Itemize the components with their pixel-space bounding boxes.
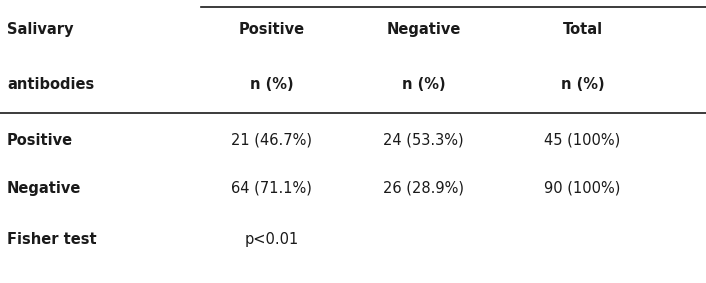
Text: antibodies: antibodies [7,77,95,93]
Text: n (%): n (%) [402,77,445,93]
Text: Positive: Positive [7,132,73,148]
Text: 45 (100%): 45 (100%) [544,132,621,148]
Text: n (%): n (%) [561,77,604,93]
Text: Salivary: Salivary [7,22,73,37]
Text: 64 (71.1%): 64 (71.1%) [232,181,312,196]
Text: n (%): n (%) [250,77,294,93]
Text: 90 (100%): 90 (100%) [544,181,621,196]
Text: 24 (53.3%): 24 (53.3%) [383,132,464,148]
Text: Negative: Negative [7,181,81,196]
Text: p<0.01: p<0.01 [245,231,299,247]
Text: Fisher test: Fisher test [7,231,97,247]
Text: Positive: Positive [239,22,305,37]
Text: Total: Total [563,22,602,37]
Text: Negative: Negative [386,22,461,37]
Text: 21 (46.7%): 21 (46.7%) [232,132,312,148]
Text: 26 (28.9%): 26 (28.9%) [383,181,464,196]
